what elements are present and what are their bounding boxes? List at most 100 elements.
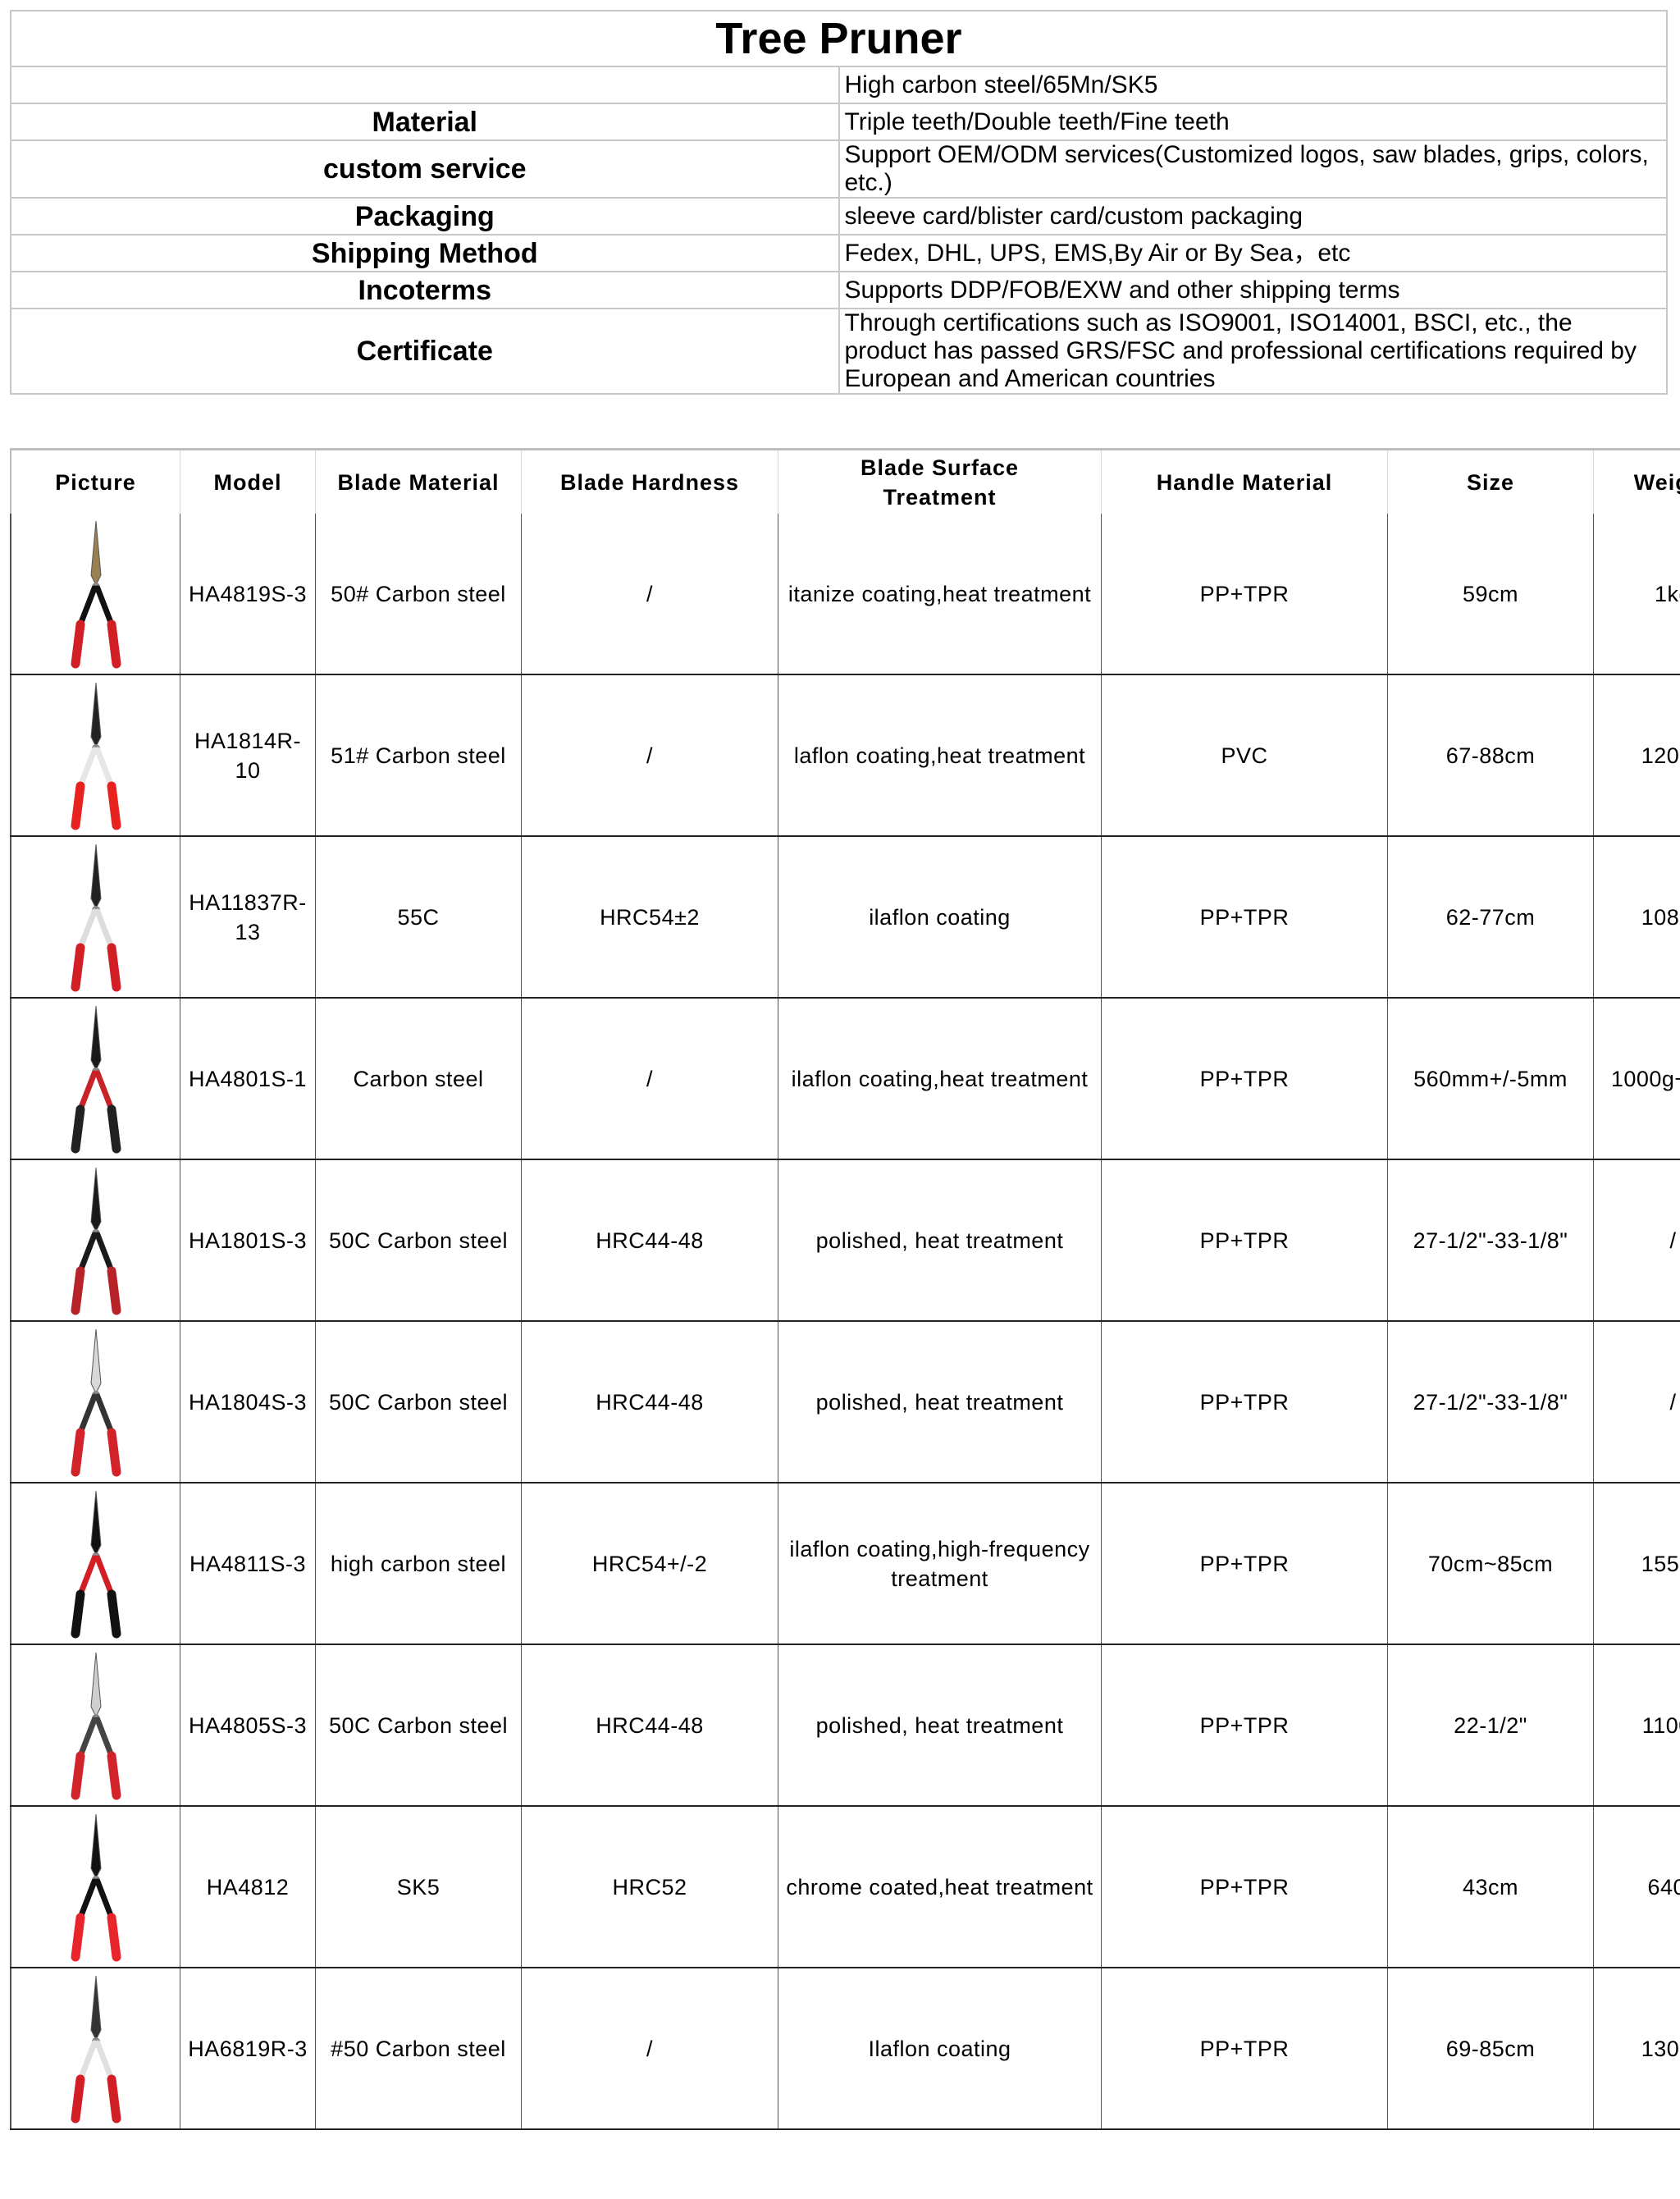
handle-material-cell: PP+TPR bbox=[1101, 514, 1388, 675]
pruner-image bbox=[71, 1813, 121, 1962]
picture-cell bbox=[10, 836, 180, 999]
spec-label: custom service bbox=[10, 139, 839, 199]
weight-cell: / bbox=[1593, 1321, 1680, 1484]
pruner-image bbox=[71, 1975, 121, 2124]
pruner-image bbox=[71, 1490, 121, 1639]
pruner-grip-right bbox=[107, 1266, 121, 1315]
blade-hardness-cell: / bbox=[521, 998, 778, 1160]
specs-table: Tree Pruner High carbon steel/65Mn/SK5 Ma… bbox=[10, 10, 1668, 395]
pruner-image bbox=[71, 1328, 121, 1477]
pruner-image bbox=[71, 843, 121, 992]
column-header: Picture bbox=[10, 448, 180, 514]
handle-material-cell: PP+TPR bbox=[1101, 1806, 1388, 1968]
model-cell: HA4811S-3 bbox=[180, 1483, 316, 1645]
blade-material-cell: 50C Carbon steel bbox=[315, 1159, 522, 1322]
spec-label: Certificate bbox=[10, 308, 839, 395]
pruner-grip-left bbox=[71, 619, 84, 669]
size-cell: 27-1/2"-33-1/8" bbox=[1387, 1321, 1594, 1484]
blade-hardness-cell: / bbox=[521, 1968, 778, 2130]
model-cell: HA4812 bbox=[180, 1806, 316, 1968]
column-header: Blade Hardness bbox=[521, 448, 778, 514]
model-cell: HA11837R-13 bbox=[180, 836, 316, 999]
blade-hardness-cell: / bbox=[521, 514, 778, 675]
surface-treatment-cell: laflon coating,heat treatment bbox=[778, 674, 1102, 837]
pruner-arm-left bbox=[77, 747, 97, 789]
pruner-arm-right bbox=[94, 1232, 114, 1274]
pruner-blade bbox=[89, 1167, 102, 1233]
column-header: Model bbox=[180, 448, 316, 514]
pruner-image bbox=[71, 682, 121, 830]
size-cell: 62-77cm bbox=[1387, 836, 1594, 999]
table-row: HA4812 SK5 HRC52 chrome coated,heat treatme… bbox=[10, 1806, 1680, 1968]
surface-treatment-cell: ilaflon coating,heat treatment bbox=[778, 998, 1102, 1160]
spec-label bbox=[10, 66, 839, 104]
table-row: HA4801S-1 Carbon steel / ilaflon coating,he… bbox=[10, 998, 1680, 1160]
model-cell: HA6819R-3 bbox=[180, 1968, 316, 2130]
weight-cell: 1kg bbox=[1593, 514, 1680, 675]
size-cell: 70cm~85cm bbox=[1387, 1483, 1594, 1645]
handle-material-cell: PP+TPR bbox=[1101, 1644, 1388, 1807]
table-row: HA1801S-3 50C Carbon steel HRC44-48 polishe… bbox=[10, 1159, 1680, 1322]
weight-cell: 1200g bbox=[1593, 674, 1680, 837]
pruner-blade bbox=[89, 1328, 102, 1395]
handle-material-cell: PVC bbox=[1101, 674, 1388, 837]
size-cell: 43cm bbox=[1387, 1806, 1594, 1968]
pruner-arm-right bbox=[94, 908, 114, 951]
table-row: HA4819S-3 50# Carbon steel / itanize coatin… bbox=[10, 514, 1680, 675]
pruner-grip-right bbox=[107, 943, 121, 992]
blade-material-cell: high carbon steel bbox=[315, 1483, 522, 1645]
size-cell: 27-1/2"-33-1/8" bbox=[1387, 1159, 1594, 1322]
pruner-grip-right bbox=[107, 781, 121, 830]
weight-cell: / bbox=[1593, 1159, 1680, 1322]
spec-value: sleeve card/blister card/custom packagin… bbox=[838, 197, 1668, 235]
pruner-grip-right bbox=[107, 619, 121, 669]
pruner-blade bbox=[89, 1975, 102, 2041]
pruner-arm-left bbox=[77, 1070, 97, 1113]
blade-material-cell: 51# Carbon steel bbox=[315, 674, 522, 837]
column-header: Size bbox=[1387, 448, 1594, 514]
surface-treatment-cell: Ilaflon coating bbox=[778, 1968, 1102, 2130]
weight-cell: 640g bbox=[1593, 1806, 1680, 1968]
page-title: Tree Pruner bbox=[10, 10, 1668, 67]
pruner-blade bbox=[89, 682, 102, 748]
pruner-arm-right bbox=[94, 1555, 114, 1598]
pruner-blade bbox=[89, 1813, 102, 1880]
weight-cell: 1300g bbox=[1593, 1968, 1680, 2130]
pruner-arm-left bbox=[77, 1878, 97, 1921]
spec-row: High carbon steel/65Mn/SK5 bbox=[10, 66, 1668, 104]
weight-cell: 1100g bbox=[1593, 1644, 1680, 1807]
surface-treatment-cell: polished, heat treatment bbox=[778, 1159, 1102, 1322]
products-table: Picture Model Blade Material Blade Hardness… bbox=[10, 448, 1680, 2130]
pruner-blade bbox=[89, 1490, 102, 1557]
picture-cell bbox=[10, 1483, 180, 1645]
spec-value: Support OEM/ODM services(Customized logo… bbox=[838, 139, 1668, 199]
table-header: Picture Model Blade Material Blade Hardness… bbox=[10, 448, 1680, 514]
blade-hardness-cell: / bbox=[521, 674, 778, 837]
pruner-grip-left bbox=[71, 943, 84, 992]
column-header: Handle Material bbox=[1101, 448, 1388, 514]
blade-hardness-cell: HRC44-48 bbox=[521, 1644, 778, 1807]
picture-cell bbox=[10, 1806, 180, 1968]
spec-value: Triple teeth/Double teeth/Fine teeth bbox=[838, 103, 1668, 141]
pruner-arm-right bbox=[94, 585, 114, 628]
pruner-blade bbox=[89, 520, 102, 587]
pruner-arm-right bbox=[94, 2040, 114, 2082]
pruner-image bbox=[71, 520, 121, 669]
surface-treatment-cell: chrome coated,heat treatment bbox=[778, 1806, 1102, 1968]
surface-treatment-cell: polished, heat treatment bbox=[778, 1321, 1102, 1484]
pruner-grip-right bbox=[107, 1589, 121, 1639]
pruner-grip-left bbox=[71, 1589, 84, 1639]
pruner-arm-right bbox=[94, 747, 114, 789]
spec-row: Shipping Method Fedex, DHL, UPS, EMS,By … bbox=[10, 234, 1668, 272]
pruner-grip-right bbox=[107, 1751, 121, 1800]
handle-material-cell: PP+TPR bbox=[1101, 836, 1388, 999]
pruner-arm-left bbox=[77, 585, 97, 628]
picture-cell bbox=[10, 1644, 180, 1807]
handle-material-cell: PP+TPR bbox=[1101, 1321, 1388, 1484]
spec-value: Fedex, DHL, UPS, EMS,By Air or By Sea，et… bbox=[838, 234, 1668, 272]
handle-material-cell: PP+TPR bbox=[1101, 1968, 1388, 2130]
model-cell: HA4819S-3 bbox=[180, 514, 316, 675]
pruner-blade bbox=[89, 1652, 102, 1718]
pruner-arm-right bbox=[94, 1070, 114, 1113]
weight-cell: 1550g bbox=[1593, 1483, 1680, 1645]
